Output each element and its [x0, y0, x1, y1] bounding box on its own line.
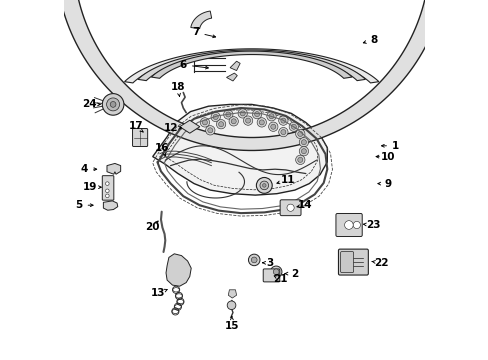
Text: 21: 21: [273, 274, 287, 284]
Circle shape: [295, 155, 305, 165]
Polygon shape: [166, 254, 191, 286]
Circle shape: [248, 254, 260, 266]
FancyBboxPatch shape: [102, 176, 114, 200]
Circle shape: [280, 130, 285, 135]
Text: 23: 23: [366, 220, 380, 230]
Polygon shape: [226, 73, 237, 81]
Polygon shape: [228, 290, 236, 298]
Circle shape: [266, 112, 276, 121]
Circle shape: [105, 182, 109, 185]
Polygon shape: [138, 50, 365, 81]
Circle shape: [278, 116, 287, 125]
Polygon shape: [152, 104, 326, 195]
Circle shape: [223, 110, 232, 119]
Text: 17: 17: [128, 121, 143, 131]
Circle shape: [256, 177, 272, 193]
Text: 13: 13: [150, 288, 165, 298]
Circle shape: [110, 102, 116, 107]
Circle shape: [295, 129, 305, 139]
Circle shape: [227, 301, 235, 310]
Text: 6: 6: [179, 60, 186, 70]
Circle shape: [291, 124, 296, 129]
Text: 10: 10: [381, 152, 395, 162]
Circle shape: [260, 181, 268, 190]
Text: 9: 9: [384, 179, 391, 189]
Polygon shape: [103, 201, 118, 210]
Text: 4: 4: [81, 164, 88, 174]
Circle shape: [106, 98, 120, 111]
Text: 24: 24: [82, 99, 97, 109]
Text: 5: 5: [75, 200, 82, 210]
FancyBboxPatch shape: [338, 249, 367, 275]
Text: 2: 2: [291, 269, 298, 279]
Circle shape: [301, 140, 306, 145]
Circle shape: [225, 112, 230, 117]
FancyBboxPatch shape: [263, 269, 279, 282]
Text: 8: 8: [370, 35, 377, 45]
Circle shape: [231, 119, 236, 124]
Text: 11: 11: [280, 175, 294, 185]
Text: 19: 19: [83, 182, 98, 192]
Text: 18: 18: [170, 82, 185, 92]
Circle shape: [205, 126, 215, 135]
Circle shape: [262, 184, 265, 187]
Circle shape: [273, 269, 279, 275]
Circle shape: [252, 109, 261, 119]
Circle shape: [238, 109, 247, 118]
Circle shape: [207, 128, 212, 133]
Circle shape: [299, 147, 308, 156]
Circle shape: [352, 221, 360, 229]
Circle shape: [218, 122, 223, 127]
Text: 1: 1: [391, 141, 399, 151]
FancyBboxPatch shape: [340, 252, 353, 273]
FancyBboxPatch shape: [132, 129, 147, 147]
Circle shape: [301, 149, 306, 154]
Circle shape: [259, 120, 264, 125]
Circle shape: [278, 127, 287, 137]
Circle shape: [245, 118, 250, 123]
Text: 22: 22: [373, 258, 388, 268]
Circle shape: [344, 221, 352, 229]
Polygon shape: [59, 0, 444, 150]
Circle shape: [202, 120, 207, 125]
Circle shape: [105, 194, 109, 198]
Circle shape: [200, 118, 209, 127]
Circle shape: [254, 112, 259, 117]
Circle shape: [286, 204, 294, 211]
Circle shape: [297, 131, 302, 136]
Polygon shape: [179, 120, 200, 133]
Circle shape: [243, 116, 252, 125]
Circle shape: [257, 118, 266, 127]
Text: 20: 20: [145, 222, 160, 232]
Circle shape: [240, 111, 244, 116]
Text: 7: 7: [192, 27, 199, 37]
Circle shape: [216, 120, 225, 129]
Circle shape: [102, 94, 123, 115]
Circle shape: [288, 122, 298, 131]
Circle shape: [270, 124, 275, 129]
Polygon shape: [107, 163, 121, 174]
Polygon shape: [190, 11, 211, 29]
FancyBboxPatch shape: [280, 200, 301, 216]
Circle shape: [299, 138, 308, 147]
Circle shape: [211, 112, 220, 122]
Circle shape: [280, 118, 285, 123]
Circle shape: [251, 257, 257, 263]
Polygon shape: [124, 49, 378, 83]
Circle shape: [270, 266, 282, 278]
Circle shape: [228, 117, 238, 126]
Circle shape: [297, 157, 302, 162]
Text: 15: 15: [224, 321, 239, 331]
Text: 12: 12: [163, 123, 178, 133]
Circle shape: [105, 189, 109, 193]
FancyBboxPatch shape: [335, 213, 362, 237]
Text: 16: 16: [154, 143, 169, 153]
Circle shape: [268, 114, 273, 119]
Polygon shape: [151, 51, 351, 78]
Text: 14: 14: [297, 200, 312, 210]
Circle shape: [213, 114, 218, 120]
Text: 3: 3: [265, 258, 273, 268]
Circle shape: [268, 122, 277, 131]
Polygon shape: [230, 61, 240, 71]
